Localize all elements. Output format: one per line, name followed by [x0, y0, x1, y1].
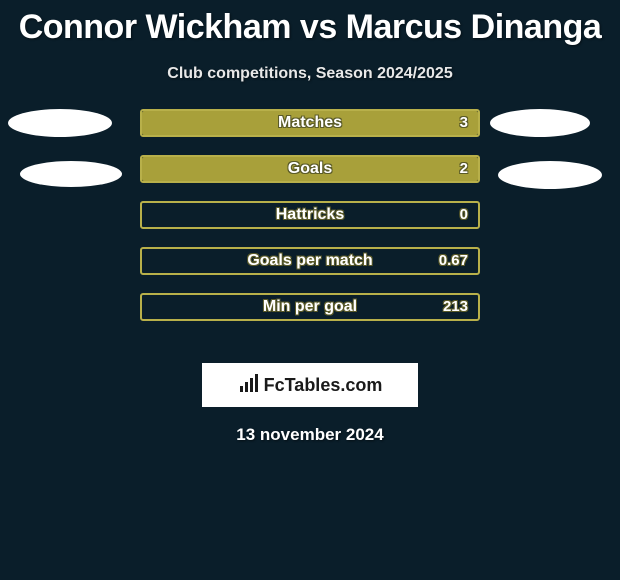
stat-value: 0.67: [439, 247, 468, 275]
date-label: 13 november 2024: [0, 425, 620, 445]
stat-label: Matches: [140, 109, 480, 137]
stat-row-goals: Goals 2: [140, 155, 480, 183]
player-right-ellipse-1: [490, 109, 590, 137]
player-left-ellipse-1: [8, 109, 112, 137]
bar-chart-icon: [238, 374, 260, 397]
stat-value: 0: [460, 201, 468, 229]
subtitle: Club competitions, Season 2024/2025: [0, 65, 620, 83]
stat-row-min-per-goal: Min per goal 213: [140, 293, 480, 321]
stat-value: 213: [443, 293, 468, 321]
stat-row-hattricks: Hattricks 0: [140, 201, 480, 229]
player-left-ellipse-2: [20, 161, 122, 187]
brand-badge: FcTables.com: [202, 363, 418, 407]
stat-value: 2: [460, 155, 468, 183]
stat-label: Min per goal: [140, 293, 480, 321]
stat-value: 3: [460, 109, 468, 137]
stat-row-goals-per-match: Goals per match 0.67: [140, 247, 480, 275]
player-right-ellipse-2: [498, 161, 602, 189]
brand-label: FcTables.com: [264, 375, 383, 396]
stat-row-matches: Matches 3: [140, 109, 480, 137]
page-title: Connor Wickham vs Marcus Dinanga: [0, 0, 620, 47]
stat-label: Goals: [140, 155, 480, 183]
stat-label: Hattricks: [140, 201, 480, 229]
stat-label: Goals per match: [140, 247, 480, 275]
comparison-chart: Matches 3 Goals 2 Hattricks 0 Goals per …: [0, 109, 620, 349]
